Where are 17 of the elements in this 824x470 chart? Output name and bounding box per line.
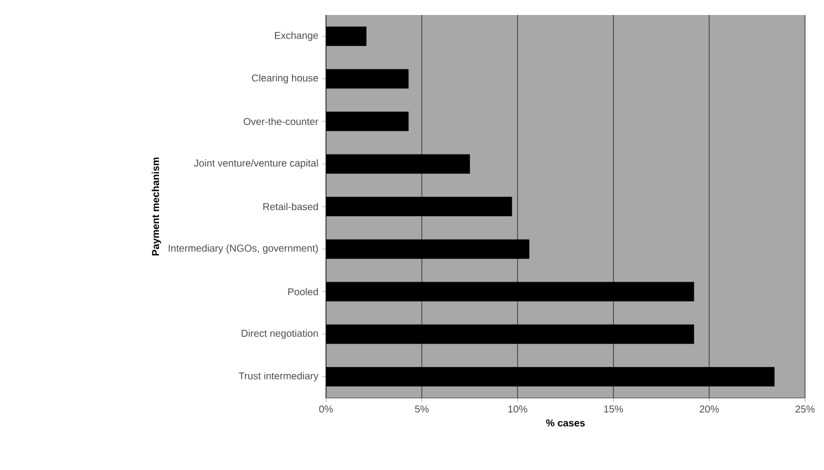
y-tick-label: Retail-based (263, 202, 318, 210)
y-tick-label: Exchange (274, 32, 318, 41)
y-tick-label: Joint venture/venture capital (194, 159, 318, 169)
x-tick-label: 0% (319, 406, 333, 413)
y-tick-label: Over-the-counter (244, 118, 318, 126)
x-tick-label: 25% (796, 406, 815, 413)
x-axis-title: % cases (546, 419, 585, 426)
y-tick-label: Intermediary (NGOs, government) (168, 244, 318, 254)
y-tick-label: Pooled (288, 288, 318, 296)
x-tick-label: 5% (415, 406, 429, 413)
x-tick-label: 10% (508, 406, 528, 413)
y-tick-label: Direct negotiation (242, 330, 318, 339)
y-tick-label: Trust intermediary (238, 372, 318, 382)
y-tick-label: Clearing house (252, 74, 318, 84)
x-tick-label: 15% (604, 406, 624, 413)
x-tick-label: 20% (700, 406, 719, 413)
y-axis-title: Payment mechanism (152, 158, 162, 256)
